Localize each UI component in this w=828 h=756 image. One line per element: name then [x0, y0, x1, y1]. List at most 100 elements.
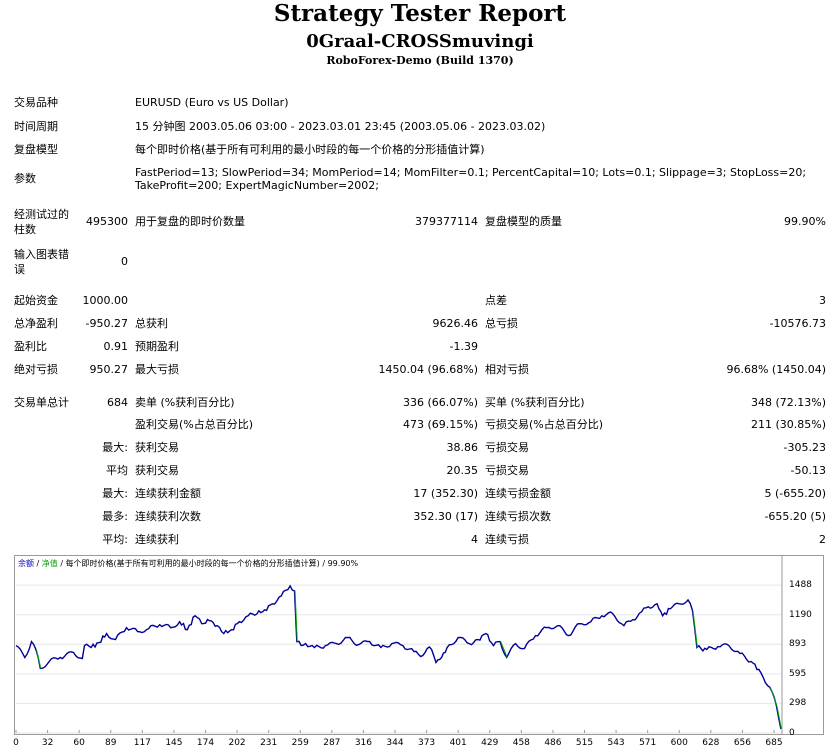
- spread-label: 点差: [485, 294, 507, 307]
- average-consecutive-label: 平均:: [102, 533, 128, 546]
- legend-balance: 余额: [18, 559, 34, 568]
- maximal-drawdown-value: 1450.04 (96.68%): [378, 363, 478, 376]
- total-trades-label: 交易单总计: [14, 396, 69, 409]
- average-consecutive-losses-label: 连续亏损: [485, 533, 529, 546]
- deposit-label: 起始资金: [14, 294, 58, 307]
- x-tick-label: 543: [607, 738, 625, 748]
- largest-loss-trade-label: 亏损交易: [485, 441, 529, 454]
- max-consecutive-wins-value: 17 (352.30): [413, 487, 478, 500]
- y-tick-label: 298: [789, 698, 807, 709]
- mismatch-value: 0: [121, 255, 128, 268]
- mismatch-label: 输入图表错误: [14, 248, 69, 276]
- profit-trades-label: 盈利交易(%占总百分比): [135, 418, 254, 431]
- largest-profit-trade-label: 获利交易: [135, 441, 179, 454]
- symbol-label: 交易品种: [14, 96, 58, 109]
- relative-drawdown-value: 96.68% (1450.04): [726, 363, 826, 376]
- equity-drop-line: [294, 590, 298, 642]
- average-consecutive-wins-label: 连续获利: [135, 533, 179, 546]
- x-tick-label: 287: [323, 738, 341, 748]
- x-tick-label: 89: [105, 738, 117, 748]
- bars-value: 495300: [86, 215, 128, 228]
- params-line-2: TakeProfit=200; ExpertMagicNumber=2002;: [135, 179, 379, 192]
- x-tick-label: 571: [639, 738, 657, 748]
- expert-advisor-name: 0Graal-CROSSmuvingi: [306, 31, 534, 52]
- quality-value: 99.90%: [784, 215, 826, 228]
- max-consecutive-losses-value: 5 (-655.20): [764, 487, 826, 500]
- average-consecutive-losses-value: 2: [819, 533, 826, 546]
- y-tick-label: 1190: [789, 609, 812, 620]
- legend-model: 每个即时价格(基于所有可利用的最小时段的每一个价格的分形插值计算): [65, 559, 320, 568]
- deposit-value: 1000.00: [82, 294, 129, 307]
- equity-drop-line: [692, 610, 698, 648]
- largest-loss-trade-value: -305.23: [783, 441, 826, 454]
- legend-separator: /: [319, 559, 328, 568]
- params-line-1: FastPeriod=13; SlowPeriod=34; MomPeriod=…: [135, 166, 807, 179]
- largest-profit-trade-value: 38.86: [446, 441, 479, 454]
- period-label: 时间周期: [14, 120, 58, 133]
- ticks-value: 379377114: [415, 215, 478, 228]
- net-profit-value: -950.27: [85, 317, 128, 330]
- x-tick-label: 145: [165, 738, 183, 748]
- absolute-drawdown-label: 绝对亏损: [14, 363, 58, 376]
- profit-factor-label: 盈利比: [14, 340, 47, 353]
- equity-drop-line: [500, 641, 508, 658]
- expected-payoff-value: -1.39: [449, 340, 478, 353]
- report-title: Strategy Tester Report: [273, 0, 567, 27]
- net-profit-label: 总净盈利: [14, 317, 58, 330]
- total-trades-value: 684: [107, 396, 128, 409]
- y-tick-label: 595: [789, 668, 807, 679]
- balance-chart: [14, 555, 824, 735]
- x-tick-label: 685: [765, 738, 783, 748]
- bars-label: 经测试过的柱数: [14, 208, 69, 236]
- maximal-consecutive-label: 最多:: [102, 510, 128, 523]
- short-positions-label: 卖单 (%获利百分比): [135, 396, 235, 409]
- x-tick-label: 316: [354, 738, 372, 748]
- equity-drop-line: [769, 687, 778, 707]
- x-tick-label: 202: [228, 738, 246, 748]
- y-tick-label: 0: [789, 728, 795, 738]
- gross-profit-label: 总获利: [135, 317, 168, 330]
- x-tick-label: 486: [544, 738, 562, 748]
- legend-separator: /: [57, 559, 66, 568]
- model-value: 每个即时价格(基于所有可利用的最小时段的每一个价格的分形插值计算): [135, 143, 485, 156]
- long-positions-value: 348 (72.13%): [750, 396, 826, 409]
- profit-trades-value: 473 (69.15%): [402, 418, 478, 431]
- x-tick-label: 401: [449, 738, 467, 748]
- long-positions-label: 买单 (%获利百分比): [485, 396, 585, 409]
- x-tick-label: 60: [73, 738, 85, 748]
- loss-trades-label: 亏损交易(%占总百分比): [485, 418, 604, 431]
- largest-label: 最大:: [102, 441, 128, 454]
- max-consecutive-wins-label: 连续获利金额: [135, 487, 201, 500]
- profit-factor-value: 0.91: [103, 340, 129, 353]
- absolute-drawdown-value: 950.27: [89, 363, 129, 376]
- max-consecutive-losses-label: 连续亏损金额: [485, 487, 551, 500]
- x-tick-label: 458: [512, 738, 530, 748]
- equity-drop-line: [776, 706, 782, 730]
- legend-equity: 净值: [41, 559, 58, 568]
- chart-legend: 余额 / 净值 / 每个即时价格(基于所有可利用的最小时段的每一个价格的分形插值…: [18, 559, 358, 569]
- x-tick-label: 259: [291, 738, 309, 748]
- x-tick-label: 628: [702, 738, 720, 748]
- quality-label: 复盘模型的质量: [485, 215, 562, 228]
- y-tick-label: 893: [789, 639, 807, 650]
- params-label: 参数: [14, 172, 36, 185]
- max-consecutive-label: 最大:: [102, 487, 128, 500]
- symbol-value: EURUSD (Euro vs US Dollar): [135, 96, 289, 109]
- expected-payoff-label: 预期盈利: [135, 340, 179, 353]
- average-profit-trade-value: 20.35: [446, 464, 479, 477]
- relative-drawdown-label: 相对亏损: [485, 363, 529, 376]
- maximal-consecutive-profit-value: 352.30 (17): [413, 510, 478, 523]
- gross-loss-value: -10576.73: [769, 317, 826, 330]
- equity-drop-line: [35, 649, 42, 669]
- short-positions-value: 336 (66.07%): [402, 396, 478, 409]
- gross-profit-value: 9626.46: [432, 317, 479, 330]
- balance-chart-plot: [15, 556, 783, 734]
- gross-loss-label: 总亏损: [485, 317, 518, 330]
- x-tick-label: 429: [481, 738, 499, 748]
- average-loss-trade-value: -50.13: [790, 464, 826, 477]
- maximal-consecutive-profit-label: 连续获利次数: [135, 510, 201, 523]
- x-tick-label: 117: [133, 738, 151, 748]
- loss-trades-value: 211 (30.85%): [750, 418, 826, 431]
- maximal-consecutive-loss-value: -655.20 (5): [764, 510, 826, 523]
- average-consecutive-wins-value: 4: [471, 533, 478, 546]
